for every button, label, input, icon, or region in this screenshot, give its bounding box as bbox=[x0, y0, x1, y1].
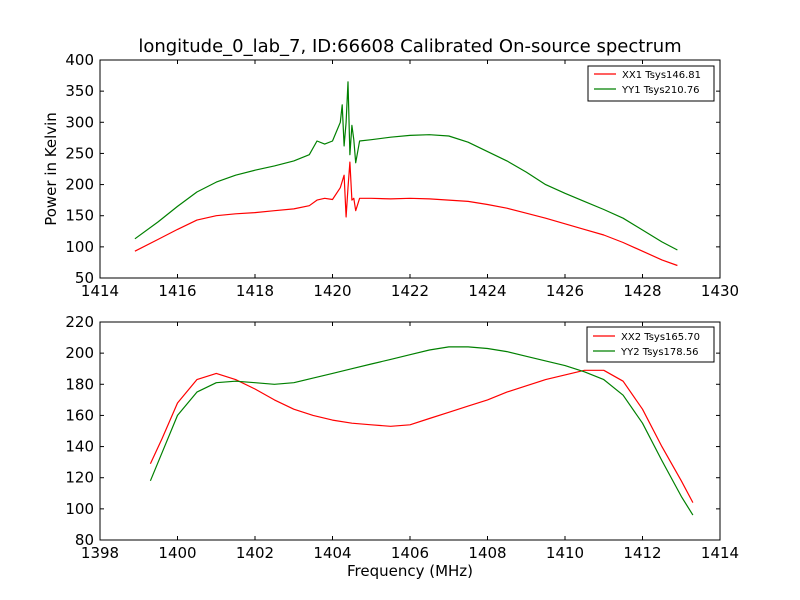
top-ytick-label: 200 bbox=[65, 176, 94, 194]
top-plot: 1414 1416 1418 1420 1422 1424 1426 1428 1430 50 10… bbox=[42, 51, 739, 300]
bottom-ytick-label: 160 bbox=[65, 406, 94, 424]
bottom-xtick-label: 1408 bbox=[468, 544, 506, 562]
top-series-line-2 bbox=[134, 81, 678, 251]
top-xtick-label: 1414 bbox=[81, 282, 119, 300]
top-ytick-label: 100 bbox=[65, 238, 94, 256]
bottom-legend-box bbox=[586, 326, 715, 363]
top-plot-ticks: 1414 1416 1418 1420 1422 1424 1426 1428 1430 50 10… bbox=[65, 51, 739, 300]
bottom-plot-ticks: 1398 1400 1402 1404 1406 1408 1410 1412 1414 80 10… bbox=[65, 313, 739, 562]
top-xtick-label: 1416 bbox=[158, 282, 196, 300]
top-series-line-1 bbox=[134, 161, 678, 267]
bottom-ytick-label: 220 bbox=[65, 313, 94, 331]
bottom-plot-series bbox=[149, 346, 694, 516]
top-xtick-label: 1428 bbox=[623, 282, 661, 300]
top-ytick-label: 150 bbox=[65, 207, 94, 225]
bottom-xtick-label: 1414 bbox=[701, 544, 739, 562]
bottom-xtick-label: 1410 bbox=[546, 544, 584, 562]
top-xtick-label: 1430 bbox=[701, 282, 739, 300]
chart-title: longitude_0_lab_7, ID:66608 Calibrated O… bbox=[138, 36, 681, 57]
legend-label-xx2: XX2 Tsys165.70 bbox=[621, 332, 700, 343]
bottom-xtick-label: 1412 bbox=[623, 544, 661, 562]
top-xtick-label: 1426 bbox=[546, 282, 584, 300]
bottom-ytick-label: 140 bbox=[65, 438, 94, 456]
top-ytick-label: 250 bbox=[65, 144, 94, 162]
bottom-plot: 1398 1400 1402 1404 1406 1408 1410 1412 1414 80 10… bbox=[65, 313, 739, 580]
top-ytick-label: 350 bbox=[65, 82, 94, 100]
bottom-xtick-label: 1406 bbox=[391, 544, 429, 562]
top-legend-box bbox=[587, 65, 715, 102]
bottom-xtick-label: 1400 bbox=[158, 544, 196, 562]
top-plot-legend: XX1 Tsys146.81 YY1 Tsys210.76 bbox=[587, 65, 715, 102]
bottom-plot-legend: XX2 Tsys165.70 YY2 Tsys178.56 bbox=[586, 326, 715, 363]
bottom-xtick-label: 1404 bbox=[313, 544, 351, 562]
legend-label-yy1: YY1 Tsys210.76 bbox=[621, 85, 700, 96]
top-xtick-label: 1418 bbox=[236, 282, 274, 300]
bottom-ytick-label: 80 bbox=[75, 531, 94, 549]
bottom-xtick-label: 1402 bbox=[236, 544, 274, 562]
top-ytick-label: 50 bbox=[75, 269, 94, 287]
top-xtick-label: 1420 bbox=[313, 282, 351, 300]
bottom-xtick-label: 1398 bbox=[81, 544, 119, 562]
bottom-plot-xlabel: Frequency (MHz) bbox=[347, 562, 473, 580]
top-plot-series bbox=[134, 81, 678, 267]
bottom-ytick-label: 120 bbox=[65, 469, 94, 487]
bottom-series-line-2 bbox=[149, 346, 694, 516]
bottom-series-line-1 bbox=[149, 369, 694, 503]
bottom-ytick-label: 100 bbox=[65, 500, 94, 518]
top-plot-ylabel: Power in Kelvin bbox=[42, 112, 60, 226]
bottom-ytick-label: 200 bbox=[65, 344, 94, 362]
legend-label-xx1: XX1 Tsys146.81 bbox=[622, 70, 701, 81]
bottom-ytick-label: 180 bbox=[65, 375, 94, 393]
top-ytick-label: 300 bbox=[65, 113, 94, 131]
legend-label-yy2: YY2 Tsys178.56 bbox=[620, 347, 699, 358]
top-ytick-label: 400 bbox=[65, 51, 94, 69]
top-xtick-label: 1422 bbox=[391, 282, 429, 300]
top-xtick-label: 1424 bbox=[468, 282, 506, 300]
